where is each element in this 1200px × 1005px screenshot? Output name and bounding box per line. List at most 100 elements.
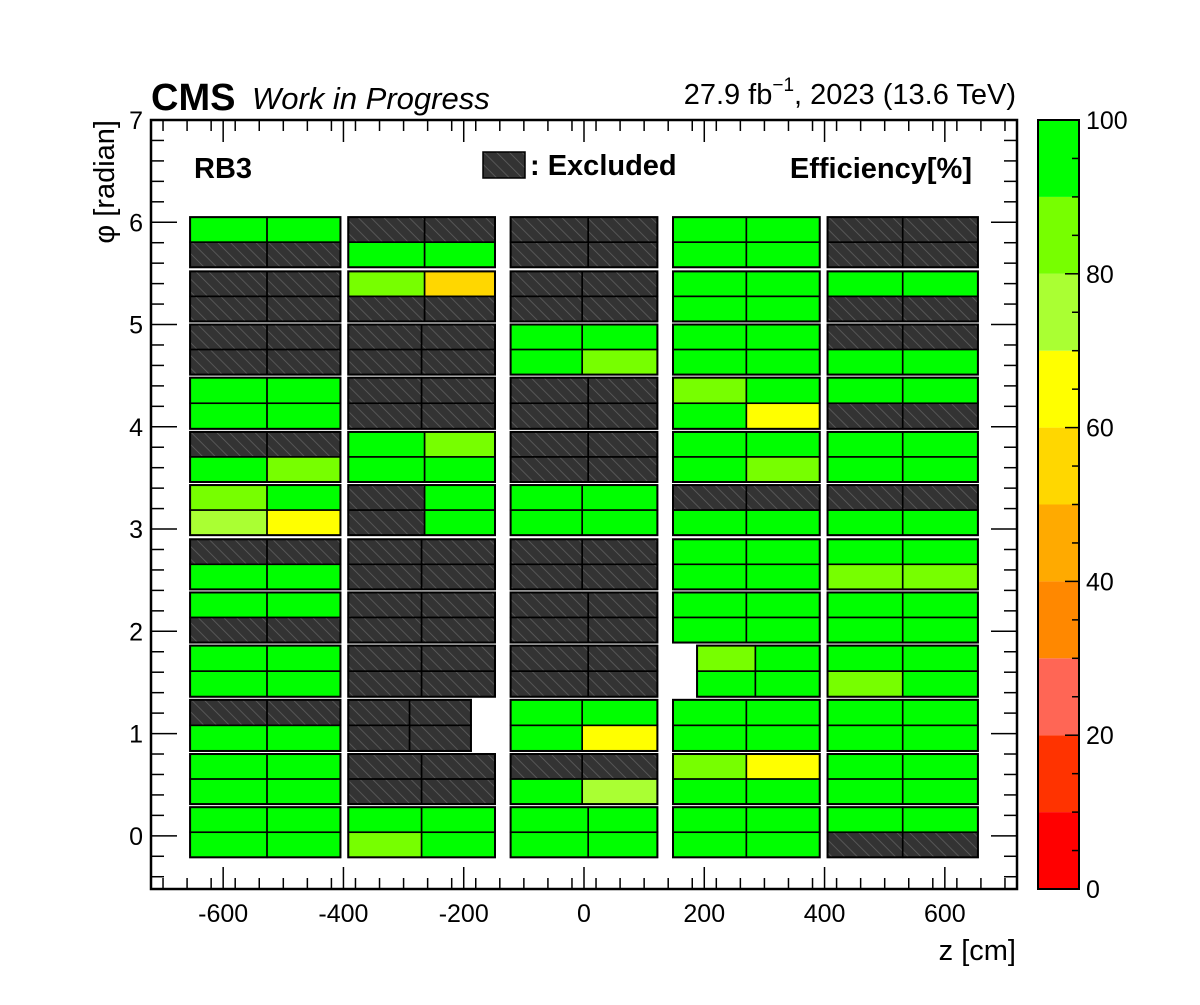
excluded-cell	[509, 241, 590, 269]
excluded-cell	[266, 241, 342, 269]
chamber-s5-W-2	[189, 591, 342, 644]
chamber-s3-W+1	[672, 698, 821, 752]
chamber-s2-W-1	[347, 753, 496, 806]
chamber-s9-W-1	[347, 376, 496, 430]
efficiency-cell	[901, 348, 979, 376]
chamber-outline	[826, 753, 979, 806]
excluded-cell	[826, 216, 904, 244]
chamber-outline	[672, 216, 821, 269]
efficiency-cell	[745, 348, 821, 376]
excluded-cell	[347, 616, 423, 644]
efficiency-cell	[826, 456, 904, 483]
chamber-s7-W+1	[672, 484, 821, 537]
excluded-cell	[509, 295, 583, 323]
efficiency-cell	[189, 778, 268, 805]
z-axis-title: Efficiency[%]	[790, 153, 972, 185]
efficiency-cell	[826, 563, 904, 591]
chamber-s2-W+1	[672, 753, 821, 806]
efficiency-cell	[347, 431, 426, 458]
excluded-cell	[509, 216, 590, 244]
excluded-cell	[266, 348, 342, 376]
excluded-cell	[189, 323, 268, 351]
efficiency-cell	[347, 831, 423, 859]
efficiency-cell	[826, 670, 904, 698]
excluded-cell	[423, 216, 496, 244]
palette-tick-label: 80	[1086, 261, 1114, 289]
color-palette: 0 20 40 60 80 100	[1037, 107, 1128, 904]
luminosity-value: 27.9 fb	[684, 79, 773, 111]
efficiency-cell	[745, 831, 821, 859]
efficiency-cell	[266, 509, 342, 536]
efficiency-cell	[826, 778, 904, 805]
efficiency-cell	[826, 616, 904, 644]
excluded-cell	[509, 616, 590, 644]
chamber-s12-W+1	[672, 216, 821, 269]
efficiency-cell	[266, 753, 342, 780]
chamber-outline	[696, 644, 821, 698]
efficiency-cell	[189, 376, 268, 405]
efficiency-cell	[189, 591, 268, 619]
efficiency-cell	[266, 563, 342, 591]
chamber-s11-W-1	[347, 270, 496, 323]
chamber-s10-W-2	[189, 323, 342, 376]
chamber-outline	[509, 644, 659, 698]
station-label: RB3	[194, 153, 252, 185]
efficiency-cell	[266, 376, 342, 405]
chamber-s1-W-2	[189, 806, 342, 859]
excluded-cell	[420, 376, 496, 405]
efficiency-cell	[581, 509, 659, 536]
chamber-outline	[672, 430, 821, 484]
efficiency-cell	[745, 563, 821, 591]
excluded-legend-swatch	[482, 151, 526, 179]
chamber-outline	[347, 806, 496, 859]
efficiency-cell	[826, 806, 904, 834]
chamber-s10-W0	[509, 323, 659, 376]
excluded-cell	[826, 402, 904, 430]
y-axis-symbol: φ	[89, 225, 121, 244]
y-tick-label: 0	[129, 823, 143, 851]
efficiency-cell	[901, 670, 979, 698]
chamber-outline	[509, 323, 659, 376]
chamber-outline	[826, 806, 979, 859]
chamber-s6-W0	[509, 538, 659, 591]
chamber-outline	[509, 216, 659, 269]
excluded-cell	[826, 295, 904, 323]
efficiency-cell	[826, 644, 904, 672]
excluded-cell	[347, 563, 423, 591]
excluded-cell	[826, 831, 904, 859]
chamber-outline	[509, 270, 659, 323]
chamber-s6-W-2	[189, 538, 342, 591]
chamber-s8-W+1	[672, 430, 821, 484]
chamber-outline	[826, 484, 979, 537]
efficiency-cell	[672, 538, 748, 566]
efficiency-cell	[189, 484, 268, 511]
excluded-cell	[347, 402, 423, 430]
efficiency-cell	[745, 699, 821, 727]
excluded-cell	[509, 402, 590, 430]
chamber-outline	[509, 806, 659, 859]
excluded-cell	[189, 616, 268, 644]
efficiency-cell	[745, 456, 821, 483]
efficiency-cell	[672, 323, 748, 351]
chamber-outline	[509, 591, 659, 644]
excluded-cell	[581, 295, 659, 323]
chamber-s4-W+1	[696, 644, 821, 698]
chamber-s11-W+1	[672, 270, 821, 323]
efficiency-cell	[509, 831, 590, 859]
x-tick-label: -200	[439, 900, 489, 928]
excluded-cell	[581, 563, 659, 591]
chamber-s6-W+1	[672, 538, 821, 591]
efficiency-cell	[672, 831, 748, 859]
excluded-cell	[266, 270, 342, 298]
chamber-s12-W-1	[347, 216, 496, 269]
y-tick-label: 5	[129, 312, 143, 340]
efficiency-cell	[189, 806, 268, 834]
y-tick-label: 7	[129, 107, 143, 135]
excluded-cell	[420, 538, 496, 566]
excluded-cell	[189, 699, 268, 727]
efficiency-cell	[189, 831, 268, 859]
efficiency-cell	[672, 563, 748, 591]
efficiency-cell	[745, 778, 821, 805]
excluded-cell	[587, 431, 659, 458]
